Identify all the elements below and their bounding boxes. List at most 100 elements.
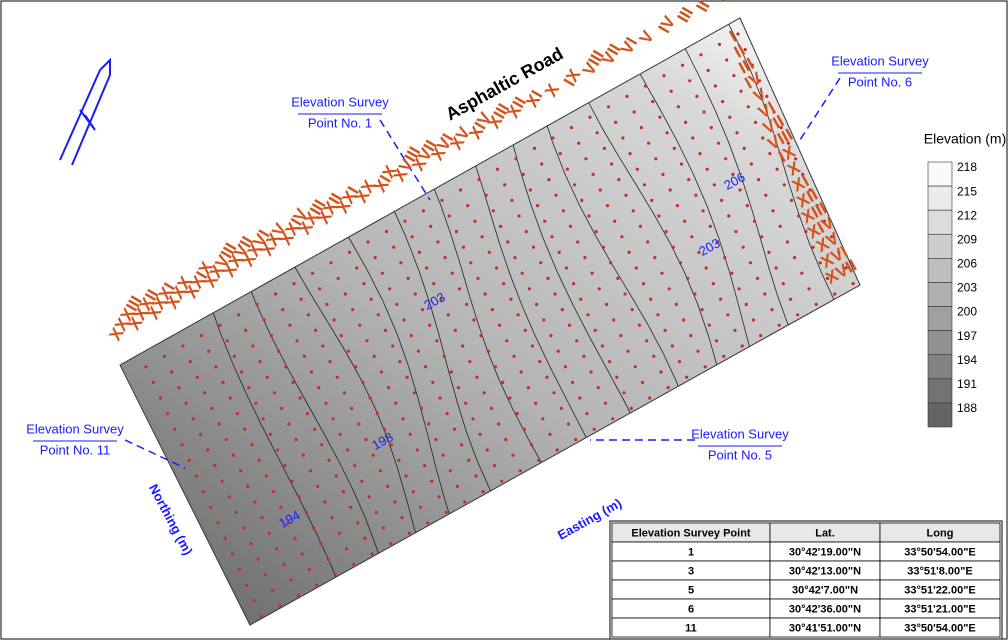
survey-dot: [448, 214, 451, 217]
survey-dot: [632, 209, 635, 212]
legend-swatch: [928, 307, 952, 331]
legend-swatch: [928, 162, 952, 186]
survey-dot: [459, 188, 462, 191]
survey-dot: [502, 282, 505, 285]
survey-dot: [672, 246, 675, 249]
survey-dot: [445, 511, 448, 514]
survey-dot: [749, 261, 752, 264]
survey-dot: [394, 402, 397, 405]
survey-dot: [457, 386, 460, 389]
table-value: 30°42'36.00"N: [789, 603, 861, 615]
survey-dot: [237, 313, 240, 316]
survey-dot: [318, 287, 321, 290]
survey-dot: [152, 381, 155, 384]
survey-dot: [216, 521, 219, 524]
survey-dot: [497, 422, 500, 425]
survey-dot: [358, 324, 361, 327]
survey-dot: [429, 225, 432, 228]
survey-dot: [337, 277, 340, 280]
survey-dot: [271, 589, 274, 592]
survey-dot: [398, 360, 401, 363]
survey-dot: [812, 246, 815, 249]
survey-dot: [562, 209, 565, 212]
survey-dot: [354, 365, 357, 368]
legend-swatch: [928, 379, 952, 403]
table-value: 33°51'8.00"E: [907, 565, 972, 577]
survey-dot: [602, 246, 605, 249]
survey-dot: [376, 412, 379, 415]
survey-dot: [328, 360, 331, 363]
table-value: 30°42'13.00"N: [789, 565, 861, 577]
survey-dot: [523, 428, 526, 431]
survey-dot: [575, 339, 578, 342]
survey-dot: [416, 448, 419, 451]
survey-dot: [548, 433, 551, 436]
survey-dot: [790, 199, 793, 202]
survey-dot: [388, 287, 391, 290]
survey-dot: [370, 298, 373, 301]
survey-dot: [625, 95, 628, 98]
survey-dot: [573, 183, 576, 186]
survey-dot: [173, 428, 176, 431]
survey-dot: [759, 334, 762, 337]
survey-dot: [265, 474, 268, 477]
survey-dot: [549, 334, 552, 337]
survey-dot: [360, 480, 363, 483]
survey-dot: [350, 407, 353, 410]
survey-dot: [177, 386, 180, 389]
survey-dot: [224, 537, 227, 540]
survey-dot: [303, 355, 306, 358]
survey-dot: [741, 344, 744, 347]
survey-dot: [422, 209, 425, 212]
survey-dot: [770, 308, 773, 311]
survey-dot: [196, 376, 199, 379]
survey-dot: [715, 339, 718, 342]
survey-dot: [344, 292, 347, 295]
survey-dot: [583, 256, 586, 259]
survey-dot: [639, 225, 642, 228]
survey-dot: [571, 381, 574, 384]
survey-dot: [449, 469, 452, 472]
survey-dot: [610, 162, 613, 165]
survey-dot: [296, 339, 299, 342]
survey-dot: [163, 355, 166, 358]
survey-dot: [491, 308, 494, 311]
survey-dot: [536, 204, 539, 207]
survey-dot: [392, 246, 395, 249]
survey-dot: [258, 459, 261, 462]
survey-dot: [678, 360, 681, 363]
survey-dot: [290, 480, 293, 483]
survey-dot: [764, 194, 767, 197]
survey-dot: [726, 313, 729, 316]
survey-dot: [505, 339, 508, 342]
survey-dot: [399, 261, 402, 264]
survey-dot: [217, 422, 220, 425]
survey-dot: [815, 303, 818, 306]
survey-dot: [280, 407, 283, 410]
survey-dot: [666, 131, 669, 134]
survey-dot: [300, 298, 303, 301]
survey-dot: [436, 240, 439, 243]
survey-dot: [347, 350, 350, 353]
survey-dot: [387, 386, 390, 389]
survey-dot: [412, 490, 415, 493]
survey-dot: [690, 235, 693, 238]
survey-dot: [490, 407, 493, 410]
survey-dot: [397, 459, 400, 462]
table-value: 33°50'54.00"E: [904, 622, 976, 634]
survey-dot: [524, 329, 527, 332]
survey-dot: [473, 220, 476, 223]
survey-dot: [720, 199, 723, 202]
survey-dot: [699, 53, 702, 56]
survey-dot: [214, 365, 217, 368]
survey-dot: [696, 350, 699, 353]
survey-dot: [680, 162, 683, 165]
survey-dot: [793, 256, 796, 259]
survey-dot: [202, 490, 205, 493]
survey-point-label: Point No. 11: [40, 442, 111, 457]
survey-dot: [534, 402, 537, 405]
survey-dot: [566, 168, 569, 171]
survey-dot: [734, 230, 737, 233]
survey-dot: [348, 251, 351, 254]
survey-dot: [705, 266, 708, 269]
